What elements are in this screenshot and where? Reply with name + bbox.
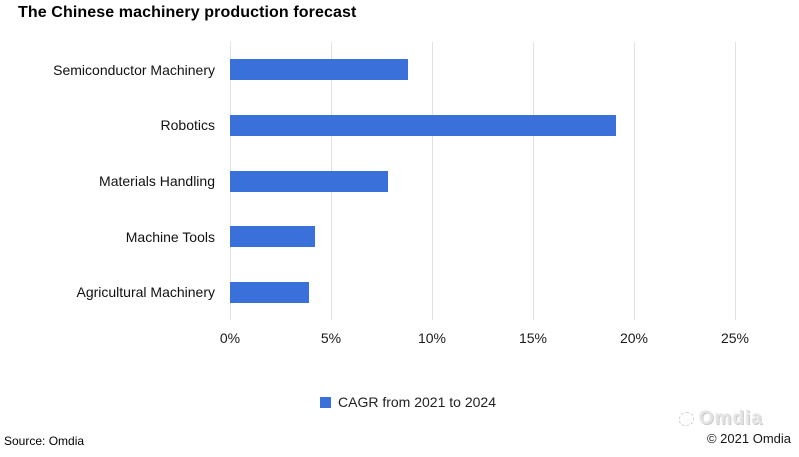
bar-semiconductor-machinery [230, 59, 408, 81]
bar-agricultural-machinery [230, 281, 309, 303]
bar-machine-tools [230, 226, 315, 248]
gridline [634, 42, 635, 320]
x-tick-label: 20% [619, 330, 649, 346]
x-tick-label: 25% [720, 330, 750, 346]
omdia-logo-icon [678, 412, 694, 426]
x-tick-label: 5% [320, 330, 342, 346]
plot-area [230, 42, 736, 320]
category-axis: Semiconductor Machinery Robotics Materials… [0, 42, 215, 320]
category-label: Agricultural Machinery [76, 284, 216, 301]
x-axis: 0% 5% 10% 15% 20% 25% [220, 330, 749, 350]
gridline [533, 42, 534, 320]
omdia-watermark: Omdia © 2021 Omdia [641, 408, 791, 446]
legend: CAGR from 2021 to 2024 [320, 394, 496, 410]
copyright-text: © 2021 Omdia [706, 431, 791, 446]
omdia-logo: Omdia [641, 408, 763, 430]
legend-swatch-icon [320, 396, 332, 408]
x-tick-label: 0% [219, 330, 241, 346]
category-label: Materials Handling [99, 173, 215, 189]
gridline [432, 42, 433, 320]
omdia-logo-text: Omdia [698, 408, 763, 429]
category-label: Semiconductor Machinery [53, 61, 215, 78]
gridline [735, 42, 736, 320]
bar-robotics [230, 114, 616, 136]
source-text: Source: Omdia [4, 434, 85, 448]
category-label: Machine Tools [125, 228, 215, 245]
x-tick-label: 10% [417, 330, 447, 346]
x-tick-label: 15% [518, 330, 548, 346]
chart-title: The Chinese machinery production forecas… [18, 4, 357, 21]
bar-materials-handling [230, 170, 388, 192]
legend-label: CAGR from 2021 to 2024 [338, 394, 496, 410]
category-label: Robotics [160, 117, 215, 134]
